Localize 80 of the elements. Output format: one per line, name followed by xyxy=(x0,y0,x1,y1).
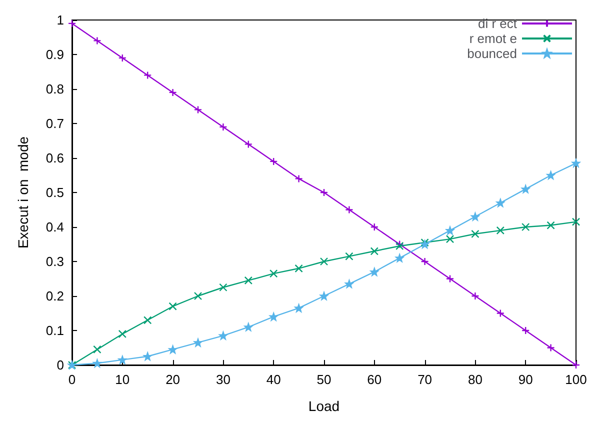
point xyxy=(345,206,354,214)
point xyxy=(168,88,177,97)
point xyxy=(345,252,354,260)
x-tick-label: 90 xyxy=(518,372,533,387)
point xyxy=(194,292,202,300)
point xyxy=(546,171,555,180)
y-tick-label: 0.5 xyxy=(46,185,64,200)
x-axis-title: Load xyxy=(308,398,340,414)
point xyxy=(144,352,152,360)
point xyxy=(396,254,404,262)
y-tick-label: 0.1 xyxy=(46,323,64,338)
point xyxy=(546,344,555,352)
point xyxy=(522,184,530,194)
x-tick-label: 10 xyxy=(115,372,130,387)
point xyxy=(93,345,102,354)
y-tick-label: 0.8 xyxy=(46,82,64,96)
point xyxy=(572,218,580,226)
point xyxy=(446,274,454,283)
point xyxy=(270,157,278,166)
point xyxy=(320,292,328,300)
legend-label: r emot e xyxy=(469,31,517,46)
point xyxy=(194,106,202,114)
point xyxy=(194,338,202,347)
point xyxy=(420,257,429,266)
point xyxy=(546,221,555,230)
y-tick-label: 0.2 xyxy=(46,288,64,304)
x-tick-label: 0 xyxy=(68,372,76,387)
point xyxy=(93,36,102,45)
point xyxy=(345,280,354,288)
x-tick-label: 20 xyxy=(166,372,180,387)
point xyxy=(320,188,328,197)
x-tick-label: 70 xyxy=(418,372,432,387)
point xyxy=(496,226,504,235)
y-tick-label: 0.3 xyxy=(46,254,64,269)
point xyxy=(244,140,252,148)
point xyxy=(244,322,252,332)
point xyxy=(244,276,252,285)
point xyxy=(270,269,278,278)
point xyxy=(144,316,152,324)
point xyxy=(370,247,378,256)
point xyxy=(144,71,152,80)
y-tick-label: 0.6 xyxy=(46,150,64,166)
x-tick-label: 60 xyxy=(367,372,382,387)
point xyxy=(168,345,177,354)
legend-label: di r ect xyxy=(478,16,518,31)
point xyxy=(294,304,303,312)
point xyxy=(420,238,429,247)
y-tick-label: 0.4 xyxy=(46,220,64,234)
y-tick-label: 0 xyxy=(56,358,64,372)
point xyxy=(294,174,303,183)
point xyxy=(522,222,530,232)
x-tick-label: 40 xyxy=(266,372,281,387)
legend-label: bounced xyxy=(467,46,517,61)
point xyxy=(496,309,504,318)
point xyxy=(446,234,454,244)
point xyxy=(320,257,328,266)
point xyxy=(370,222,378,232)
point xyxy=(370,268,378,276)
point xyxy=(471,292,480,300)
point xyxy=(522,326,530,335)
point xyxy=(168,302,177,310)
y-tick-label: 0.7 xyxy=(46,116,64,131)
point xyxy=(219,122,228,132)
y-tick-label: 1 xyxy=(56,12,64,28)
point xyxy=(118,356,126,364)
point xyxy=(294,264,303,272)
x-tick-label: 30 xyxy=(216,372,230,387)
point xyxy=(219,283,228,292)
y-tick-label: 0.9 xyxy=(46,47,64,62)
x-tick-label: 100 xyxy=(565,372,587,387)
point xyxy=(446,226,454,235)
point xyxy=(118,330,126,338)
point xyxy=(471,230,480,238)
x-tick-label: 80 xyxy=(468,372,482,387)
y-axis-title: Execut i on mode xyxy=(15,136,31,249)
point xyxy=(93,359,102,368)
point xyxy=(270,312,278,321)
point xyxy=(118,54,126,62)
x-tick-label: 50 xyxy=(316,372,332,387)
point xyxy=(496,198,504,207)
